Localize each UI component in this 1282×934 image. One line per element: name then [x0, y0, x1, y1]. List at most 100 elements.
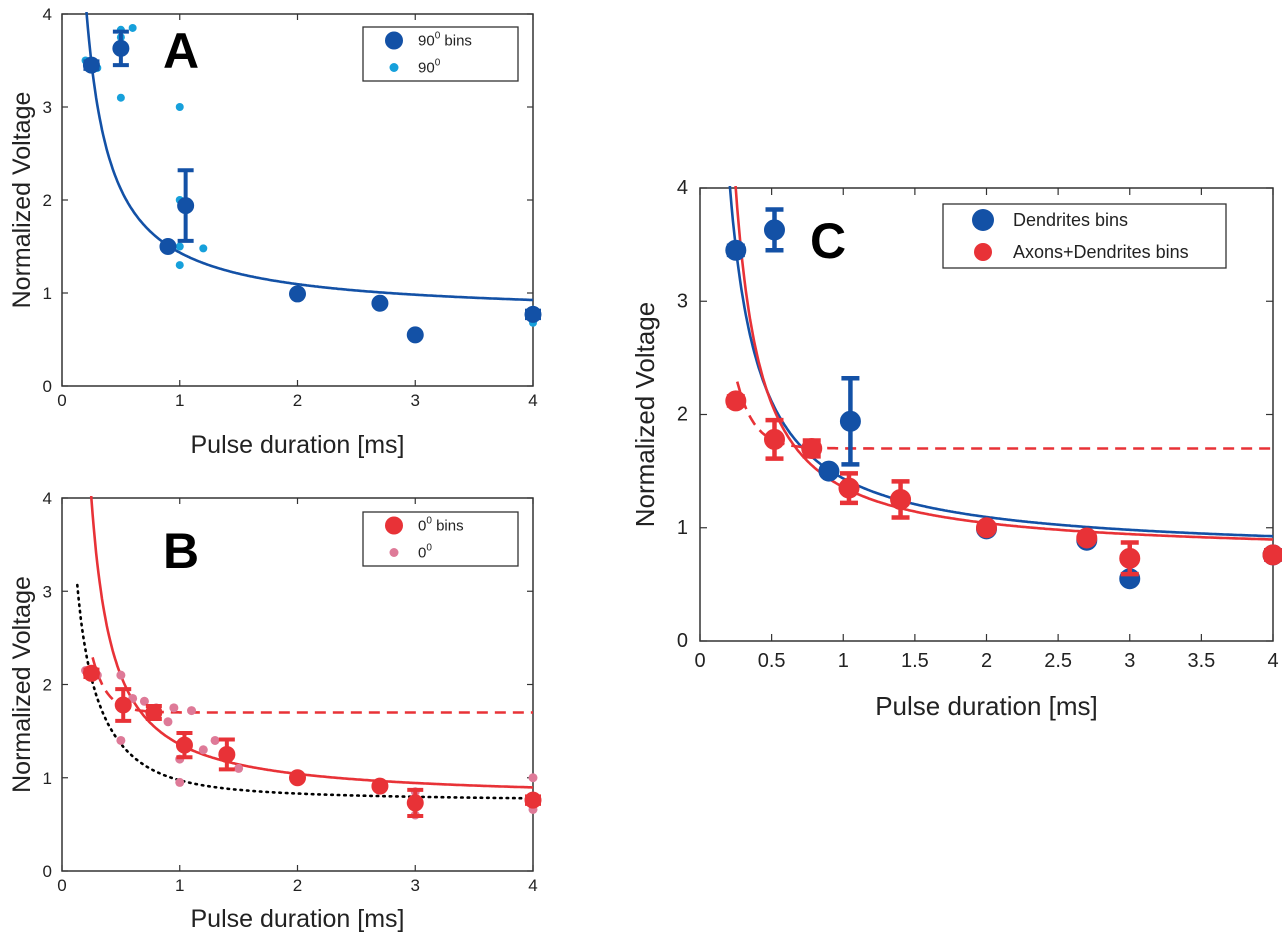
raw-point	[175, 242, 184, 251]
legend-label-base: Dendrites bins	[1013, 210, 1128, 230]
x-tick-label: 2.5	[1044, 650, 1072, 672]
legend-marker	[972, 209, 994, 231]
x-tick-label: 2	[293, 876, 302, 895]
legend-label-superscript: 0	[435, 31, 441, 42]
data-layer	[76, 496, 542, 820]
y-tick-label: 0	[43, 862, 52, 881]
raw-point	[128, 23, 137, 32]
bin-point	[801, 437, 823, 459]
x-tick-label: 2	[293, 391, 302, 410]
bin-point	[406, 326, 424, 344]
y-tick-label: 2	[43, 191, 52, 210]
x-tick-label: 4	[1267, 650, 1278, 672]
bin-point	[112, 39, 130, 57]
y-tick-label: 1	[43, 769, 52, 788]
legend-label-superscript: 0	[426, 543, 432, 554]
bin-point	[289, 285, 306, 303]
legend: Dendrites bins Axons+Dendrites bins	[942, 203, 1227, 269]
y-axis-label: Normalized Voltage	[8, 92, 36, 309]
raw-point	[139, 696, 149, 706]
y-tick-label: 4	[677, 177, 688, 199]
legend-label: 900	[418, 58, 441, 77]
x-axis-label: Pulse duration [ms]	[191, 431, 405, 459]
x-tick-label: 0.5	[758, 650, 786, 672]
fit-curve-solid	[85, 12, 534, 302]
y-axis-label: Normalized Voltage	[8, 576, 36, 793]
legend-label-superscript: 0	[435, 58, 441, 69]
x-tick-label: 1	[175, 391, 184, 410]
legend-label: 00	[418, 543, 432, 562]
legend-label: Axons+Dendrites bins	[1013, 242, 1189, 262]
legend-marker	[385, 31, 403, 50]
bin-point	[725, 390, 747, 412]
x-axis-label: Pulse duration [ms]	[191, 905, 405, 933]
y-tick-label: 0	[677, 630, 688, 652]
bin-point	[890, 488, 912, 510]
bin-point	[175, 736, 193, 754]
bin-point	[524, 791, 542, 809]
raw-point	[528, 773, 538, 783]
bin-point	[82, 664, 100, 682]
panel-b: 0 1 2 3 4 0 1 2 3 4 Pulse duration [ms] Normalized …	[8, 489, 542, 933]
raw-point	[163, 717, 173, 727]
legend-label-suffix: bins	[432, 518, 464, 535]
panel-a: 0 1 2 3 4 0 1 2 3 4 Pulse duration [ms] Normalized …	[8, 5, 542, 459]
raw-point	[210, 735, 220, 745]
fit-curve-dotted	[76, 583, 535, 800]
panel-label: C	[810, 213, 846, 269]
legend-label: 900 bins	[418, 31, 472, 50]
y-tick-label: 3	[677, 290, 688, 312]
panel-label: B	[163, 523, 199, 579]
x-tick-label: 1	[838, 650, 849, 672]
bin-point	[406, 794, 424, 812]
fit-curve-solid	[89, 496, 533, 789]
raw-point	[187, 706, 197, 716]
raw-point	[116, 670, 126, 680]
panel-label: A	[163, 23, 199, 79]
bin-point	[725, 239, 747, 261]
raw-point	[199, 244, 208, 253]
raw-point	[175, 103, 184, 111]
legend-label-suffix: bins	[440, 33, 472, 50]
bin-point	[114, 696, 132, 714]
fit-curve-dashed	[91, 657, 533, 714]
bin-point	[524, 305, 542, 323]
bin-point	[82, 56, 100, 74]
raw-point	[175, 777, 185, 787]
legend-label: Dendrites bins	[1013, 210, 1128, 230]
y-tick-label: 2	[43, 676, 52, 695]
data-layer	[81, 12, 542, 344]
raw-point	[116, 735, 126, 745]
x-tick-label: 1.5	[901, 650, 929, 672]
legend-marker	[389, 548, 399, 557]
legend-marker	[389, 63, 399, 72]
bin-point	[1119, 547, 1141, 569]
x-tick-label: 0	[57, 876, 66, 895]
legend-label-base: 90	[418, 33, 435, 50]
y-tick-label: 1	[43, 284, 52, 303]
y-tick-label: 3	[43, 582, 52, 601]
legend-marker	[385, 516, 403, 535]
data-layer	[725, 186, 1282, 590]
x-tick-label: 1	[175, 876, 184, 895]
y-tick-label: 3	[43, 98, 52, 117]
legend-label-base: 90	[418, 60, 435, 77]
y-axis-label: Normalized Voltage	[630, 302, 660, 527]
legend-label-base: Axons+Dendrites bins	[1013, 242, 1189, 262]
legend-label-superscript: 0	[426, 516, 432, 527]
x-tick-label: 0	[57, 391, 66, 410]
raw-point	[175, 261, 184, 270]
bin-point	[371, 294, 389, 312]
bin-point	[289, 769, 306, 787]
x-axis-label: Pulse duration [ms]	[875, 691, 1098, 721]
x-tick-label: 3	[411, 391, 420, 410]
legend-label-base: 0	[418, 545, 426, 562]
bin-point	[177, 197, 195, 215]
bin-point	[763, 428, 785, 450]
fit-curve-solid	[728, 186, 1273, 538]
y-tick-label: 2	[677, 404, 688, 426]
y-tick-label: 4	[43, 489, 52, 508]
